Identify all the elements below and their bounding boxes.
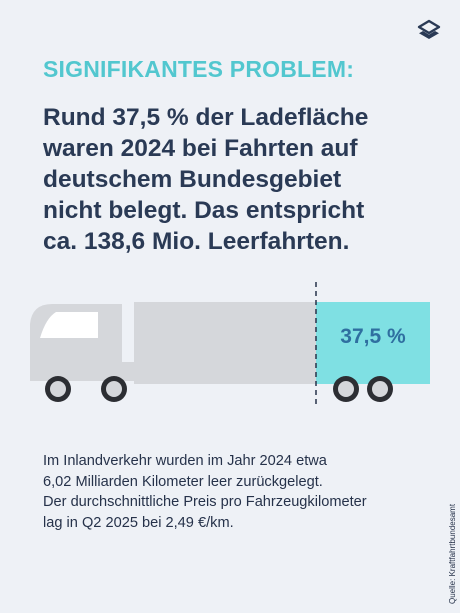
headline-line: nicht belegt. Das entspricht (43, 197, 365, 224)
trailer-loaded-area (134, 302, 316, 384)
body-line: lag in Q2 2025 bei 2,49 €/km. (43, 514, 234, 531)
wheel-front (45, 376, 71, 402)
headline-line: ca. 138,6 Mio. Leerfahrten. (43, 228, 350, 255)
headline: Rund 37,5 % der Ladefläche waren 2024 be… (43, 102, 433, 257)
empty-share-label: 37,5 % (340, 325, 406, 348)
truck-window (40, 312, 98, 338)
wheel-middle (101, 376, 127, 402)
headline-line: deutschem Bundesgebiet (43, 166, 342, 193)
kicker-title: SIGNIFIKANTES PROBLEM: (43, 56, 355, 82)
body-line: Im Inlandverkehr wurden im Jahr 2024 etw… (43, 453, 327, 469)
body-line: Der durchschnittliche Preis pro Fahrzeug… (43, 494, 367, 510)
body-text: Im Inlandverkehr wurden im Jahr 2024 etw… (43, 451, 438, 533)
truck-chassis (122, 362, 134, 381)
wheel-rear-1 (333, 376, 359, 402)
body-line: 6,02 Milliarden Kilometer leer zurückgel… (43, 473, 323, 490)
headline-line: waren 2024 bei Fahrten auf (43, 135, 358, 162)
brand-logo-icon (417, 19, 441, 39)
wheel-rear-2 (367, 376, 393, 402)
trailer-empty-area (316, 302, 430, 384)
truck-illustration (30, 282, 430, 406)
source-note: Quelle: Kraftfahrtbundesamt (448, 503, 457, 604)
headline-line: Rund 37,5 % der Ladefläche (43, 104, 369, 131)
